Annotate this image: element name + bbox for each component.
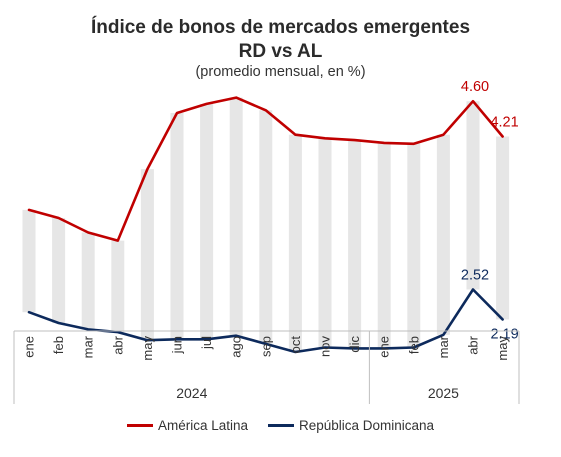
range-bar-0 — [22, 209, 36, 313]
range-bar-11 — [348, 140, 362, 349]
range-bar-16 — [496, 136, 510, 320]
x-tick-label-9: oct — [288, 336, 303, 354]
x-tick-label-16: may — [495, 336, 510, 361]
legend-swatch-america-latina — [126, 424, 153, 427]
range-bar-15 — [466, 101, 480, 290]
x-tick-label-8: sep — [258, 336, 273, 357]
range-bar-4 — [140, 169, 154, 341]
range-bar-10 — [318, 138, 332, 348]
x-tick-label-6: jul — [199, 336, 214, 350]
legend-item-america-latina: América Latina — [126, 418, 248, 433]
x-tick-label-3: abr — [110, 335, 125, 354]
x-tick-label-10: nov — [318, 336, 333, 357]
range-bar-7 — [229, 97, 243, 336]
data-label-0: 4.60 — [461, 79, 489, 95]
x-tick-label-4: may — [140, 336, 155, 361]
chart-title-line2: RD vs AL — [238, 41, 323, 62]
data-label-1: 4.21 — [490, 115, 518, 131]
x-tick-label-11: dic — [347, 336, 362, 353]
range-bar-14 — [436, 134, 450, 335]
range-bar-1 — [52, 218, 66, 324]
range-bar-8 — [259, 110, 273, 344]
range-bar-2 — [81, 232, 95, 330]
x-tick-label-7: ago — [229, 336, 244, 358]
range-bar-13 — [407, 143, 421, 348]
x-tick-label-2: mar — [81, 335, 96, 358]
data-label-2: 2.52 — [461, 268, 489, 284]
chart-subtitle: (promedio mensual, en %) — [195, 64, 366, 80]
legend-item-republica-dominicana: República Dominicana — [267, 418, 435, 433]
x-tick-label-0: ene — [22, 336, 37, 358]
chart-title: Índice de bonos de mercados emergentes R… — [0, 16, 561, 64]
range-bar-5 — [170, 112, 184, 340]
range-bar-6 — [200, 103, 214, 340]
legend-label-america-latina: América Latina — [157, 418, 248, 433]
x-tick-label-15: abr — [466, 335, 481, 354]
chart-title-line1: Índice de bonos de mercados emergentes — [90, 17, 471, 38]
x-tick-label-13: feb — [406, 336, 421, 354]
x-tick-label-12: ene — [377, 336, 392, 358]
series-line-america-latina — [27, 96, 504, 242]
data-label-3: 2.19 — [490, 326, 518, 342]
year-label-2024: 2024 — [176, 385, 207, 401]
chart-legend: América Latina República Dominicana — [0, 418, 561, 433]
x-tick-label-5: jun — [170, 336, 185, 354]
range-bar-3 — [111, 240, 125, 333]
legend-label-republica-dominicana: República Dominicana — [298, 418, 435, 433]
year-label-2025: 2025 — [428, 385, 459, 401]
range-bar-9 — [288, 134, 302, 353]
legend-swatch-republica-dominicana — [267, 424, 294, 427]
x-tick-label-14: mar — [436, 335, 451, 358]
x-tick-label-1: feb — [51, 336, 66, 354]
range-bar-12 — [377, 142, 391, 349]
